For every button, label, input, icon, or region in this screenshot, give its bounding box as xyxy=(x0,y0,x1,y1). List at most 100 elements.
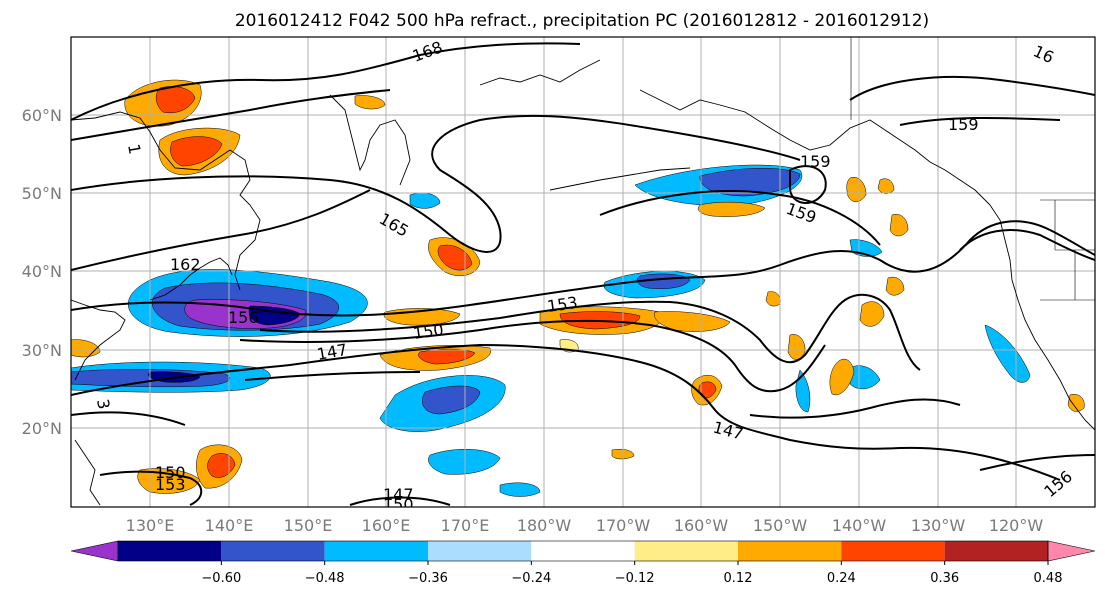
colorbar-tick-label: −0.36 xyxy=(408,571,448,586)
contour-label: 156 xyxy=(228,308,259,327)
lon-label: 180°W xyxy=(517,516,572,535)
contour-label: 150 xyxy=(412,320,445,343)
contour-label: 3 xyxy=(93,397,113,410)
colorbar-tick-label: 0.24 xyxy=(827,571,856,586)
lon-label: 140°E xyxy=(205,516,254,535)
lon-label: 170°W xyxy=(596,516,651,535)
contour-label: 162 xyxy=(170,255,201,274)
longitude-labels: 130°E 140°E 150°E 160°E 170°E 180°W 170°… xyxy=(126,516,1044,535)
colorbar-segment xyxy=(841,541,945,561)
coastline-asia-north xyxy=(71,111,261,291)
positive-region-south-west-low xyxy=(137,468,201,494)
positive-region-east-6 xyxy=(787,334,806,360)
contour-156 xyxy=(71,220,1095,317)
colorbar-tick-label: −0.12 xyxy=(615,571,655,586)
colorbar-segment xyxy=(221,541,325,561)
contour-south-inner xyxy=(99,470,203,506)
colorbar: −0.60 −0.48 −0.36 −0.24 −0.12 0.12 0.24 0.36 0.4… xyxy=(70,540,1096,586)
negative-region-east-1 xyxy=(984,324,1031,383)
colorbar-segment xyxy=(324,541,428,561)
contour-north-east xyxy=(849,75,1095,101)
colorbar-segment xyxy=(634,541,738,561)
contour-162 xyxy=(71,189,371,271)
positive-region-east-3 xyxy=(889,214,909,237)
contour-label: 150 xyxy=(383,495,414,514)
map-frame xyxy=(70,36,1096,508)
contour-south-outer xyxy=(71,411,186,426)
contour-canada xyxy=(899,116,1061,126)
colorbar-frame xyxy=(117,540,1049,562)
lon-label: 140°W xyxy=(832,516,887,535)
coastline-taiwan-philippines xyxy=(74,439,101,506)
lon-label: 120°W xyxy=(989,516,1044,535)
border-states xyxy=(1040,200,1095,301)
contour-147-south xyxy=(349,496,451,506)
contour-165 xyxy=(71,114,801,253)
contour-label: 153 xyxy=(155,475,186,494)
coastlines xyxy=(71,59,1095,506)
contour-label: 159 xyxy=(800,152,831,171)
positive-region-okhotsk-2-core xyxy=(170,136,223,167)
contour-east-south xyxy=(979,454,1095,471)
positive-region-small-4 xyxy=(1067,394,1085,412)
colorbar-segment xyxy=(944,541,1048,561)
positive-region-east-5 xyxy=(885,276,905,296)
colorbar-segment xyxy=(531,541,635,561)
contour-147 xyxy=(71,343,1061,481)
contour-east-coast xyxy=(959,229,1095,261)
contour-150 xyxy=(239,319,826,393)
positive-region-sea-of-okhotsk-streak xyxy=(354,95,386,110)
contour-label: 159 xyxy=(948,115,979,134)
contour-159-gulf xyxy=(599,190,881,246)
map-panel: 168 159 159 165 159 162 153 156 150 147 … xyxy=(71,37,1095,514)
contour-147-lower xyxy=(244,371,421,381)
contour-label: 1 xyxy=(124,142,144,155)
contour-label: 150 xyxy=(155,463,186,482)
contour-label: 147 xyxy=(383,485,414,504)
lon-label: 130°W xyxy=(911,516,966,535)
lat-label: 40°N xyxy=(22,262,62,281)
positive-region-okhotsk-1-core xyxy=(155,86,196,114)
lon-label: 160°E xyxy=(362,516,411,535)
contour-label: 153 xyxy=(546,293,579,316)
colorbar-tick-label: 0.36 xyxy=(930,571,959,586)
colorbar-extension-high xyxy=(1047,540,1096,562)
positive-region-aleutian-low-core xyxy=(437,244,473,271)
negative-region-central-2 xyxy=(428,449,501,475)
positive-region-central-band-east xyxy=(654,311,731,332)
positive-region-east-2 xyxy=(846,177,867,203)
positive-region-subtropical-core xyxy=(418,348,476,365)
positive-region-southwest-core xyxy=(207,453,236,478)
colorbar-ticks: −0.60 −0.48 −0.36 −0.24 −0.12 0.12 0.24 0.36 0.4… xyxy=(201,561,1062,586)
negative-region-south xyxy=(499,482,541,497)
colorbar-segments xyxy=(70,540,1096,562)
borders xyxy=(850,37,1095,301)
colorbar-segment xyxy=(118,541,222,561)
coastline-aleutians xyxy=(549,167,691,191)
lon-label: 150°W xyxy=(753,516,808,535)
lat-label: 60°N xyxy=(22,106,62,125)
lon-label: 160°W xyxy=(674,516,729,535)
positive-region-hawaii-north-core xyxy=(698,381,717,399)
positive-region-gulf-streak xyxy=(697,201,766,217)
colorbar-tick-label: 0.12 xyxy=(724,571,753,586)
colorbar-segment xyxy=(738,541,842,561)
contour-153 xyxy=(259,293,921,371)
positive-region-east-1 xyxy=(829,358,855,396)
positive-region-small-2 xyxy=(877,178,895,194)
colorbar-segment xyxy=(428,541,532,561)
coastline-kamchatka xyxy=(329,94,411,186)
negative-region-east-3 xyxy=(849,365,881,390)
coastline-chukotka xyxy=(479,59,601,86)
lon-label: 150°E xyxy=(284,516,333,535)
contour-hawaii xyxy=(749,398,961,419)
negative-region-central-1-core xyxy=(422,385,481,415)
colorbar-extension-low xyxy=(70,540,119,562)
negative-region-east-2 xyxy=(795,369,811,413)
coastline-alaska xyxy=(639,89,991,206)
latitude-labels: 60°N 50°N 40°N 30°N 20°N xyxy=(22,106,62,438)
lon-label: 170°E xyxy=(441,516,490,535)
lat-label: 50°N xyxy=(22,184,62,203)
lat-label: 20°N xyxy=(22,419,62,438)
